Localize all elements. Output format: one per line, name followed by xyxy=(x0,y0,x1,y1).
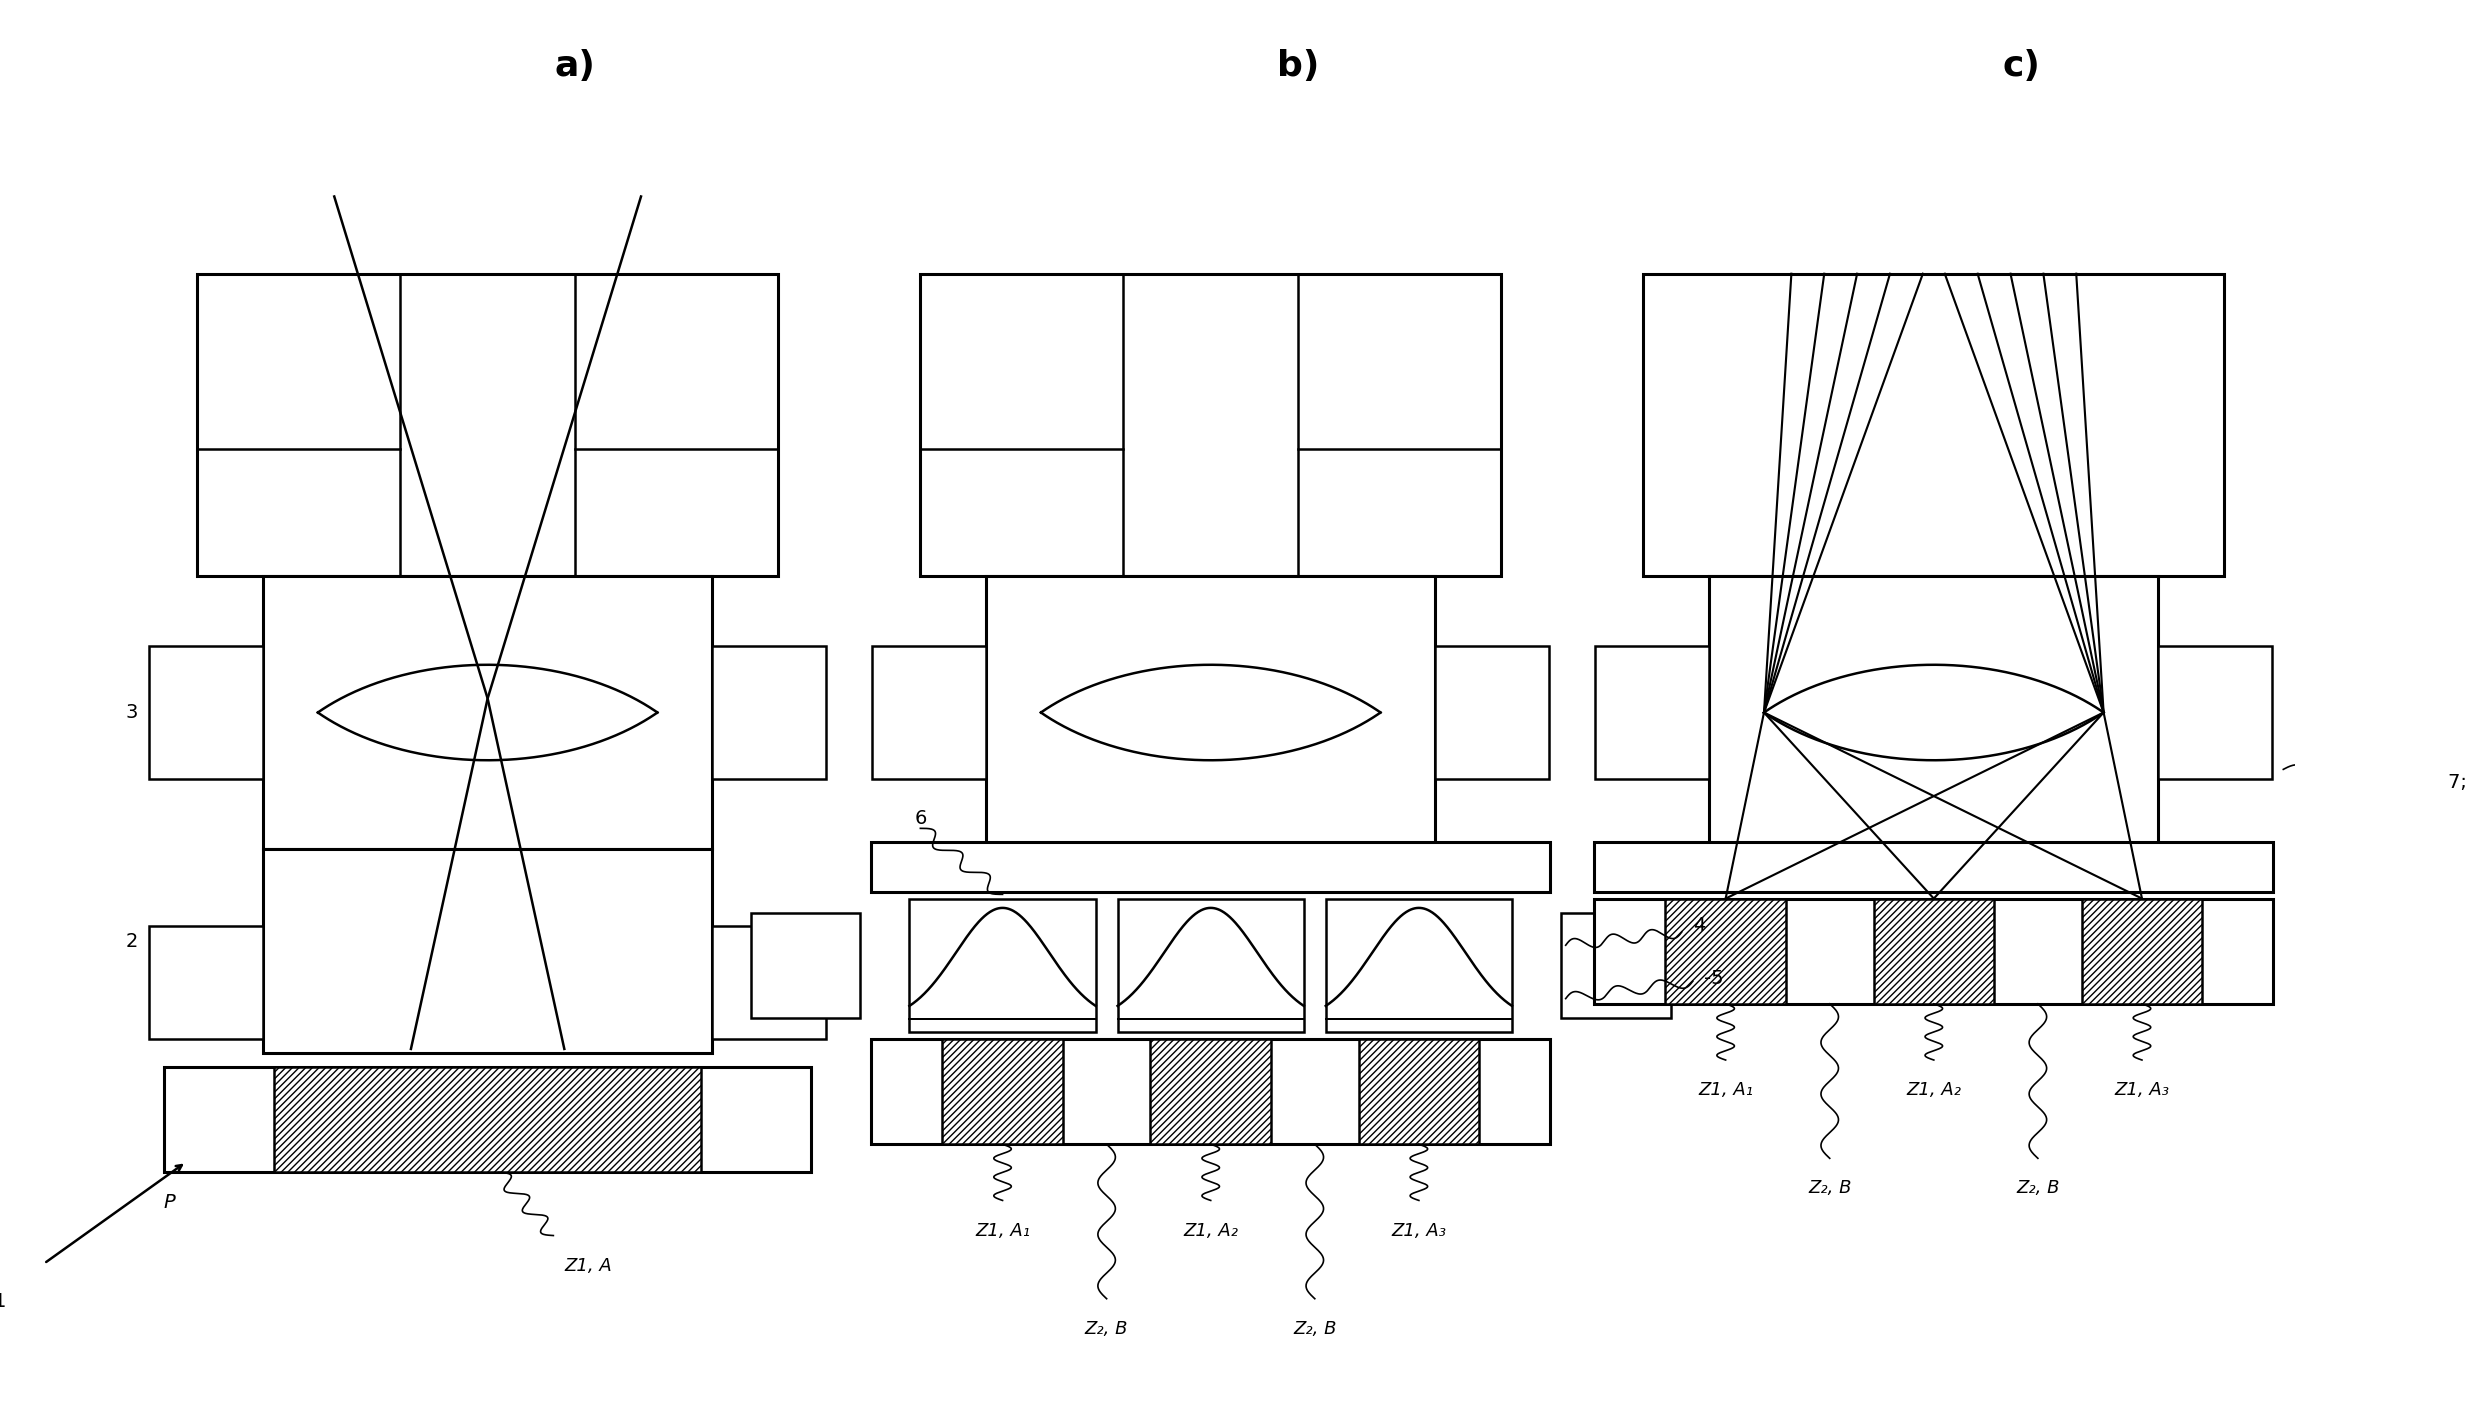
Text: Z₂, B: Z₂, B xyxy=(2015,1180,2060,1197)
Text: a): a) xyxy=(554,50,596,84)
Bar xyxy=(873,645,987,780)
Bar xyxy=(198,274,779,576)
Bar xyxy=(275,1068,702,1173)
Text: Z1, A: Z1, A xyxy=(564,1256,613,1275)
Bar xyxy=(262,849,712,1054)
Bar xyxy=(163,1068,811,1173)
Text: Z₂, B: Z₂, B xyxy=(1086,1320,1128,1337)
Text: b): b) xyxy=(1276,50,1321,84)
Text: Z₂, B: Z₂, B xyxy=(1293,1320,1335,1337)
Bar xyxy=(1326,899,1511,1032)
Bar xyxy=(1875,899,1993,1004)
Bar xyxy=(942,1039,1063,1144)
Bar xyxy=(2082,899,2203,1004)
Text: Z1, A₂: Z1, A₂ xyxy=(1907,1081,1961,1099)
Text: c): c) xyxy=(2003,50,2040,84)
Bar xyxy=(1595,645,1709,780)
Text: 3: 3 xyxy=(126,703,138,722)
Text: 4: 4 xyxy=(1694,916,1706,934)
Bar xyxy=(987,576,1434,849)
Bar xyxy=(1645,274,2223,576)
Text: Z₂, B: Z₂, B xyxy=(1808,1180,1852,1197)
Bar xyxy=(1709,576,2159,849)
Bar xyxy=(870,1039,1551,1144)
Text: Z1, A₃: Z1, A₃ xyxy=(2114,1081,2169,1099)
Text: Z1, A₂: Z1, A₂ xyxy=(1182,1221,1239,1239)
Bar xyxy=(1595,899,2273,1004)
Bar xyxy=(1434,645,1548,780)
Text: -5: -5 xyxy=(1704,968,1724,988)
Text: 1: 1 xyxy=(0,1292,7,1310)
Text: Z1, A₃: Z1, A₃ xyxy=(1392,1221,1447,1239)
Bar xyxy=(910,899,1096,1032)
Bar xyxy=(870,842,1551,892)
Bar xyxy=(262,576,712,849)
Text: Z1, A₁: Z1, A₁ xyxy=(974,1221,1031,1239)
Bar xyxy=(148,645,262,780)
Text: Z1, A₁: Z1, A₁ xyxy=(1699,1081,1753,1099)
Text: P: P xyxy=(163,1194,176,1212)
Bar xyxy=(752,913,861,1018)
Bar xyxy=(1664,899,1786,1004)
Bar xyxy=(920,274,1501,576)
Bar xyxy=(712,645,826,780)
Bar xyxy=(712,926,826,1039)
Bar xyxy=(2159,645,2273,780)
Bar xyxy=(1358,1039,1479,1144)
Bar xyxy=(1150,1039,1271,1144)
Bar xyxy=(1118,899,1303,1032)
Bar xyxy=(1560,913,1672,1018)
Bar xyxy=(148,926,262,1039)
Text: 7; 8: 7; 8 xyxy=(2448,773,2473,793)
Text: 6: 6 xyxy=(915,810,927,828)
Bar xyxy=(1595,842,2273,892)
Text: 2: 2 xyxy=(126,932,138,950)
